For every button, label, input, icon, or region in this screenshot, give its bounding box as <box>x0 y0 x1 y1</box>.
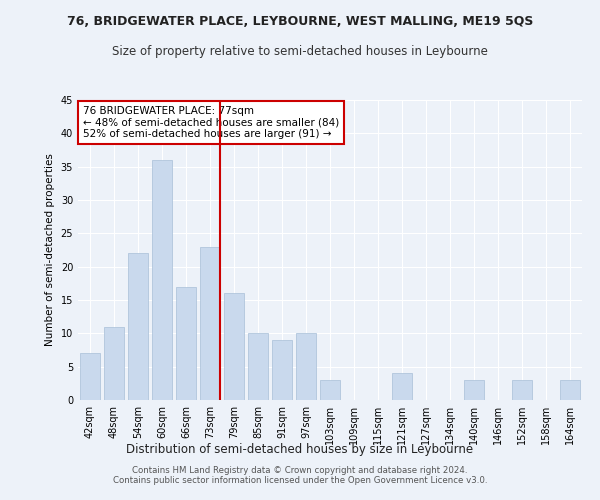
Bar <box>248 334 268 400</box>
Bar <box>152 160 172 400</box>
Bar <box>320 380 340 400</box>
Text: Distribution of semi-detached houses by size in Leybourne: Distribution of semi-detached houses by … <box>127 442 473 456</box>
Bar <box>128 254 148 400</box>
Y-axis label: Number of semi-detached properties: Number of semi-detached properties <box>45 154 55 346</box>
Bar <box>104 326 124 400</box>
Bar <box>80 354 100 400</box>
Text: 76 BRIDGEWATER PLACE: 77sqm
← 48% of semi-detached houses are smaller (84)
52% o: 76 BRIDGEWATER PLACE: 77sqm ← 48% of sem… <box>83 106 339 139</box>
Bar <box>296 334 316 400</box>
Bar <box>224 294 244 400</box>
Text: 76, BRIDGEWATER PLACE, LEYBOURNE, WEST MALLING, ME19 5QS: 76, BRIDGEWATER PLACE, LEYBOURNE, WEST M… <box>67 15 533 28</box>
Bar <box>272 340 292 400</box>
Text: Contains HM Land Registry data © Crown copyright and database right 2024.
Contai: Contains HM Land Registry data © Crown c… <box>113 466 487 485</box>
Bar <box>464 380 484 400</box>
Bar <box>176 286 196 400</box>
Bar <box>512 380 532 400</box>
Bar <box>560 380 580 400</box>
Bar <box>200 246 220 400</box>
Bar <box>392 374 412 400</box>
Text: Size of property relative to semi-detached houses in Leybourne: Size of property relative to semi-detach… <box>112 45 488 58</box>
